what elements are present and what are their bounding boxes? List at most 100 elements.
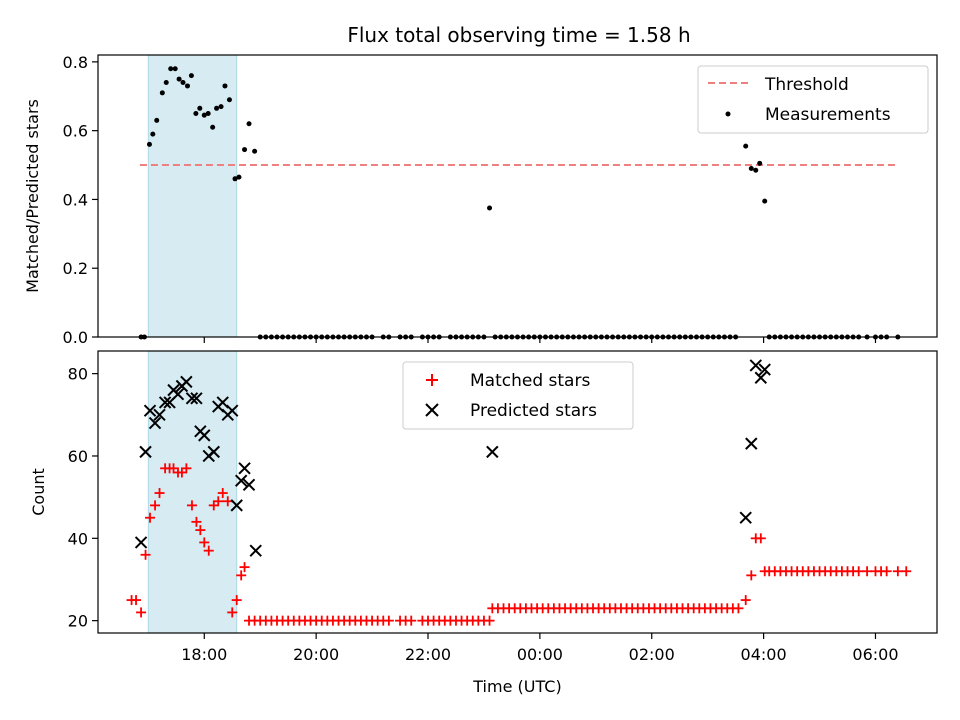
predicted-stars-series [134, 359, 771, 557]
bottom-axes-frame [97, 350, 938, 634]
top-legend-box [697, 65, 929, 134]
measurement-point [205, 110, 211, 116]
matched-star-point [181, 463, 192, 474]
predicted-star-point [749, 359, 762, 372]
top-y-tick-label: 0.4 [63, 190, 88, 209]
measurement-point [168, 66, 174, 72]
matched-star-point [901, 566, 912, 577]
top-axes-frame [97, 54, 938, 338]
top-y-tick-label: 0.2 [63, 259, 88, 278]
matched-star-point [140, 549, 151, 560]
bottom-y-tick-label: 20 [68, 612, 88, 631]
measurements-legend-swatch [725, 111, 731, 117]
matched-star-point [227, 607, 238, 618]
top-subplot: 0.0 0.2 0.4 0.6 0.8 Matched/Predicted stars [23, 53, 938, 347]
x-tick-label: 18:00 [181, 645, 227, 664]
measurement-point [242, 147, 248, 153]
bottom-y-tick-label: 60 [68, 447, 88, 466]
x-tick-label: 02:00 [629, 645, 675, 664]
bottom-y-tick-label: 40 [68, 529, 88, 548]
matched-star-point [862, 566, 873, 577]
predicted-star-point [139, 445, 152, 459]
measurement-point [176, 76, 182, 82]
bottom-legend: Matched stars Predicted stars [402, 361, 634, 430]
measurement-point [201, 112, 207, 118]
matched-stars-legend-swatch [426, 374, 438, 386]
predicted-star-point [754, 371, 768, 384]
observing-window-shade-top [147, 54, 238, 338]
predicted-star-point [745, 437, 758, 450]
bottom-y-axis-label: Count [29, 468, 48, 516]
bottom-subplot: 20 40 60 80 18:00 20:00 22:00 00:00 02:00 04:00 0… [29, 350, 938, 696]
x-tick-label: 04:00 [741, 645, 787, 664]
predicted-star-point [739, 511, 752, 524]
predicted-star-point [143, 404, 157, 417]
measurement-point [246, 121, 252, 127]
measurement-point [757, 160, 763, 166]
predicted-star-point [242, 478, 256, 492]
measurement-point [226, 97, 232, 103]
matched-star-point [203, 545, 214, 556]
measurement-point [222, 83, 228, 89]
predicted-star-point [238, 462, 251, 475]
measurement-point [188, 73, 194, 79]
measurement-point [150, 131, 156, 137]
matched-star-point [186, 500, 197, 511]
measurement-point [159, 90, 165, 96]
matched-star-point [383, 615, 394, 626]
matched-star-point [136, 607, 147, 618]
predicted-star-point [185, 392, 199, 405]
measurement-point [146, 141, 152, 147]
matched-star-point [213, 496, 224, 507]
bottom-y-ticks: 20 40 60 80 [68, 365, 98, 631]
predicted-star-point [207, 445, 220, 459]
chart-title: Flux total observing time = 1.58 h [347, 23, 690, 47]
predicted-star-point [148, 416, 162, 430]
predicted-star-point [158, 396, 172, 409]
matched-star-point [131, 595, 142, 606]
predicted-star-point [153, 408, 166, 422]
measurement-point [252, 148, 258, 154]
predicted-star-point [249, 544, 262, 557]
bottom-x-ticks: 18:00 20:00 22:00 00:00 02:00 04:00 06:00 [181, 633, 899, 664]
measurements-legend-label: Measurements [765, 105, 891, 125]
top-y-axis-label: Matched/Predicted stars [23, 99, 42, 293]
matched-star-point [892, 566, 903, 577]
predicted-stars-legend-label: Predicted stars [470, 401, 597, 421]
measurement-point [172, 66, 178, 72]
predicted-star-point [758, 363, 771, 376]
matched-stars-series [126, 463, 912, 626]
predicted-star-point [230, 499, 243, 512]
matched-star-point [484, 615, 495, 626]
x-tick-label: 22:00 [405, 645, 451, 664]
matched-star-point [740, 595, 751, 606]
matched-star-point [236, 570, 247, 581]
top-y-ticks: 0.0 0.2 0.4 0.6 0.8 [63, 53, 98, 347]
measurement-point [154, 117, 160, 123]
top-y-tick-label: 0.6 [63, 122, 88, 141]
measurement-point [487, 205, 493, 211]
matched-star-point [853, 566, 864, 577]
matched-star-point [199, 537, 210, 548]
matched-star-point [755, 533, 766, 544]
matched-star-point [231, 595, 242, 606]
matched-star-point [406, 615, 417, 626]
predicted-star-point [486, 445, 499, 459]
measurement-point [163, 80, 169, 86]
measurement-point [193, 110, 199, 116]
bottom-legend-box [402, 361, 634, 430]
measurement-point [214, 105, 220, 111]
top-y-tick-label: 0.8 [63, 53, 88, 72]
predicted-star-point [134, 536, 148, 549]
measurement-point [180, 80, 186, 86]
measurement-point [236, 174, 242, 180]
matched-star-point [217, 488, 228, 499]
matched-star-point [195, 525, 206, 536]
predicted-star-point [171, 388, 185, 401]
matched-star-point [881, 566, 892, 577]
matched-star-point [746, 570, 757, 581]
matched-star-point [150, 500, 161, 511]
measurement-point [218, 104, 224, 110]
predicted-star-point [198, 429, 211, 442]
